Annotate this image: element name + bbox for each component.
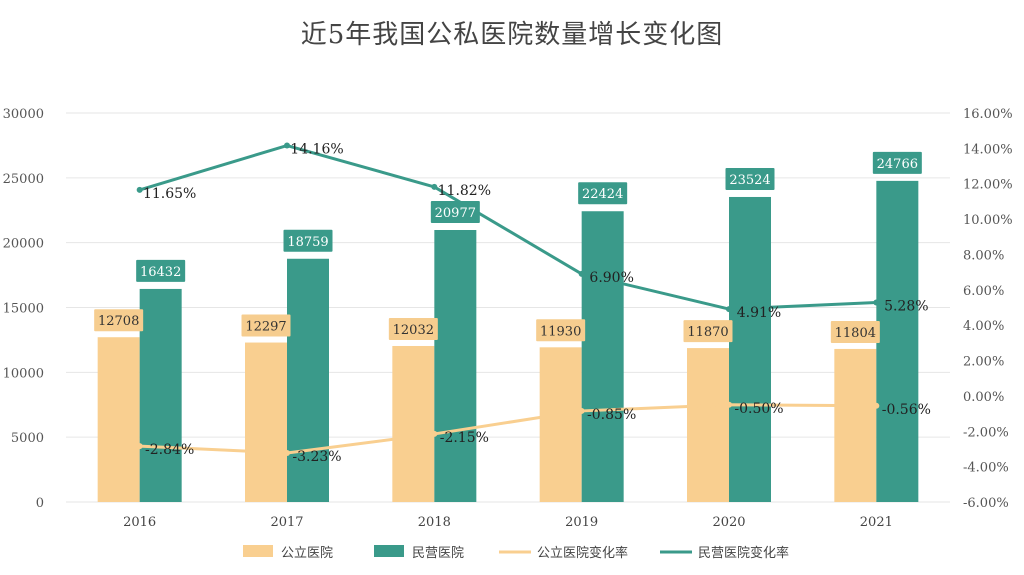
point-public-rate	[284, 450, 290, 457]
y-right-tick-label: 12.00%	[963, 178, 1013, 193]
bar-public	[97, 337, 140, 502]
private-rate-label: 11.65%	[143, 186, 196, 202]
private-rate-label: 14.16%	[290, 142, 343, 158]
point-private-rate	[726, 306, 732, 313]
y-right-tick-label: -2.00%	[963, 425, 1009, 440]
public-rate-label: -2.84%	[145, 442, 194, 458]
bar-private-label-bg	[725, 167, 775, 190]
point-private-rate	[431, 183, 438, 190]
point-private-rate	[578, 270, 585, 277]
bar-private-label: 23524	[729, 173, 770, 188]
y-right-tick-label: 0.00%	[963, 390, 1004, 405]
legend-swatch	[374, 545, 404, 557]
private-rate-label: 5.28%	[884, 299, 928, 315]
y-right-tick-label: 10.00%	[963, 213, 1013, 228]
y-left-tick-label: 20000	[3, 237, 44, 252]
bar-public-label: 12032	[393, 323, 434, 338]
bar-public-label-bg	[536, 319, 586, 342]
bar-private-label-bg	[578, 182, 628, 205]
y-right-tick-label: 4.00%	[963, 319, 1004, 334]
bar-public-label: 11930	[540, 324, 581, 339]
point-public-rate	[431, 430, 438, 437]
public-rate-label: -0.50%	[734, 401, 783, 417]
private-rate-label: 11.82%	[438, 183, 491, 199]
bar-private	[287, 258, 329, 502]
bar-private	[876, 180, 919, 502]
public-rate-label: -0.56%	[882, 402, 931, 418]
x-tick-label: 2019	[565, 515, 598, 530]
bar-private	[581, 211, 624, 502]
y-left-tick-label: 15000	[3, 302, 44, 317]
bar-private-label: 16432	[140, 265, 181, 280]
public-rate-label: -3.23%	[292, 449, 341, 465]
bar-private-label-bg	[430, 200, 480, 223]
bar-public-label: 11804	[835, 326, 876, 341]
point-public-rate	[578, 407, 585, 414]
bar-public-label: 11870	[687, 325, 728, 340]
bar-public-label-bg	[830, 320, 880, 343]
bar-public	[392, 345, 435, 502]
x-tick-label: 2021	[860, 515, 893, 530]
x-tick-label: 2020	[712, 515, 745, 530]
point-private-rate	[136, 186, 143, 193]
legend-swatch	[243, 545, 273, 557]
bar-private	[434, 229, 477, 502]
y-right-tick-label: 8.00%	[963, 248, 1004, 263]
private-rate-label: 6.90%	[589, 270, 633, 286]
line-public-rate	[139, 403, 877, 455]
y-right-tick-label: -4.00%	[963, 461, 1009, 476]
y-right-tick-label: -6.00%	[963, 496, 1009, 511]
bar-private-label: 22424	[582, 187, 623, 202]
bar-private	[729, 196, 771, 502]
bar-public-label: 12708	[98, 314, 139, 329]
bar-public	[539, 347, 582, 502]
y-left-tick-label: 30000	[3, 107, 44, 122]
bar-public	[245, 342, 287, 502]
bar-public-label-bg	[683, 320, 733, 343]
bar-private-label-bg	[136, 259, 186, 282]
y-left-tick-label: 25000	[3, 172, 44, 187]
point-public-rate	[873, 402, 880, 409]
x-tick-label: 2016	[123, 515, 156, 530]
x-tick-label: 2017	[270, 515, 303, 530]
point-public-rate	[136, 443, 143, 450]
bar-public	[834, 348, 877, 502]
legend-label: 公立医院	[281, 546, 333, 561]
bar-private-label-bg	[283, 229, 333, 252]
legend-label: 民营医院	[412, 546, 464, 561]
y-left-tick-label: 0	[36, 496, 44, 511]
y-right-tick-label: 6.00%	[963, 284, 1004, 299]
y-right-tick-label: 16.00%	[963, 107, 1013, 122]
point-private-rate	[873, 299, 880, 306]
bar-public	[687, 348, 729, 502]
bar-public-label-bg	[94, 309, 144, 332]
bar-private	[139, 288, 182, 502]
legend-label: 民营医院变化率	[698, 545, 789, 561]
line-private-rate	[139, 144, 877, 311]
y-right-tick-label: 2.00%	[963, 355, 1004, 370]
private-rate-label: 4.91%	[737, 305, 781, 321]
y-left-tick-label: 10000	[3, 366, 44, 381]
bar-private-label: 20977	[435, 206, 476, 221]
point-public-rate	[726, 401, 732, 408]
bar-private-label: 24766	[877, 157, 918, 172]
bar-public-label-bg	[388, 317, 438, 340]
bar-public-label-bg	[241, 314, 291, 337]
point-private-rate	[284, 142, 290, 149]
public-rate-label: -2.15%	[440, 430, 489, 446]
legend-label: 公立医院变化率	[537, 545, 628, 561]
bar-public-label: 12297	[245, 320, 286, 335]
bar-private-label-bg	[872, 151, 922, 174]
chart-title: 近5年我国公私医院数量增长变化图	[300, 20, 724, 50]
public-rate-label: -0.85%	[587, 407, 636, 423]
y-left-tick-label: 5000	[11, 431, 44, 446]
y-right-tick-label: 14.00%	[963, 142, 1013, 157]
bar-private-label: 18759	[287, 235, 328, 250]
x-tick-label: 2018	[418, 515, 451, 530]
